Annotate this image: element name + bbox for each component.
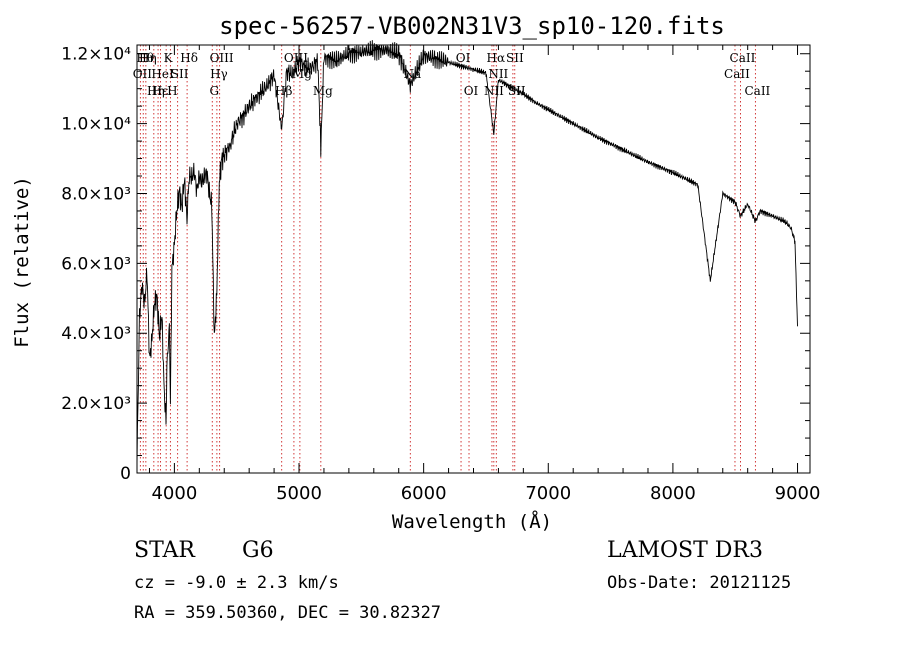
y-tick-label-8000: 8.0×10³ bbox=[61, 184, 131, 204]
line-label-15: Mg bbox=[292, 67, 312, 81]
x-tick-label-4000: 4000 bbox=[151, 483, 197, 504]
line-label-23: SII bbox=[506, 51, 524, 65]
y-tick-label-6000: 6.0×10³ bbox=[61, 254, 131, 274]
y-tick-label-12000: 1.2×10⁴ bbox=[61, 45, 131, 65]
line-label-5: HeI bbox=[151, 67, 174, 81]
plot-frame bbox=[136, 44, 811, 474]
x-axis-label: Wavelength (Å) bbox=[392, 510, 552, 533]
survey-name: LAMOST DR3 bbox=[607, 538, 763, 563]
line-label-1: Hθ bbox=[136, 51, 154, 65]
line-label-6: K bbox=[164, 51, 174, 65]
line-label-27: CaII bbox=[744, 84, 770, 98]
y-axis-label: Flux (relative) bbox=[11, 176, 33, 348]
axes bbox=[136, 44, 811, 474]
y-tick-label-2000: 2.0×10³ bbox=[61, 394, 131, 414]
line-label-20: NII bbox=[484, 84, 504, 98]
line-label-22: NII bbox=[488, 67, 508, 81]
line-label-8: SII bbox=[171, 67, 189, 81]
line-label-12: OIII bbox=[210, 51, 234, 65]
line-label-17: Na bbox=[403, 67, 421, 81]
x-tick-label-9000: 9000 bbox=[775, 483, 821, 504]
line-label-4: Hε bbox=[152, 84, 169, 98]
line-label-21: Hα bbox=[487, 51, 506, 65]
y-tick-label-10000: 1.0×10⁴ bbox=[61, 115, 131, 135]
line-label-3: Hη bbox=[147, 84, 165, 98]
line-label-11: Hγ bbox=[210, 67, 228, 81]
y-tick-label-0: 0 bbox=[120, 464, 131, 484]
axis-ticks: 4000 5000 6000 7000 8000 9000 0 2.0×10³ 4.0×10³ 6… bbox=[61, 45, 820, 504]
line-labels: OIIHθHηHηHεHeIKHSIIHδGHγOIIIHβOIIIMgMgNa… bbox=[133, 51, 771, 98]
x-tick-label-6000: 6000 bbox=[401, 483, 447, 504]
object-subclass: G6 bbox=[242, 538, 274, 563]
object-class: STAR bbox=[134, 538, 195, 563]
line-label-16: Mg bbox=[313, 84, 333, 98]
line-label-0: OII bbox=[133, 67, 153, 81]
y-tick-label-4000: 4.0×10³ bbox=[61, 324, 131, 344]
observation-date: Obs-Date: 20121125 bbox=[607, 573, 792, 593]
line-label-10: G bbox=[209, 84, 219, 98]
chart-title: spec-56257-VB002N31V3_sp10-120.fits bbox=[219, 12, 725, 40]
line-label-19: OI bbox=[464, 84, 479, 98]
x-tick-label-8000: 8000 bbox=[650, 483, 696, 504]
line-label-14: OIII bbox=[284, 51, 308, 65]
line-label-13: Hβ bbox=[275, 84, 292, 98]
spectrum-series bbox=[136, 40, 798, 466]
line-label-9: Hδ bbox=[180, 51, 198, 65]
line-label-2: Hη bbox=[139, 51, 157, 65]
spectrum-line bbox=[136, 40, 798, 466]
redshift-cz: cz = -9.0 ± 2.3 km/s bbox=[134, 573, 339, 593]
sky-coordinates: RA = 359.50360, DEC = 30.82327 bbox=[134, 603, 442, 623]
x-tick-label-5000: 5000 bbox=[276, 483, 322, 504]
line-label-25: CaII bbox=[724, 67, 750, 81]
x-tick-label-7000: 7000 bbox=[525, 483, 571, 504]
line-label-18: OI bbox=[456, 51, 471, 65]
line-label-24: SII bbox=[508, 84, 526, 98]
line-label-7: H bbox=[167, 84, 177, 98]
emission-line-markers bbox=[139, 45, 756, 473]
line-label-26: CaII bbox=[730, 51, 756, 65]
